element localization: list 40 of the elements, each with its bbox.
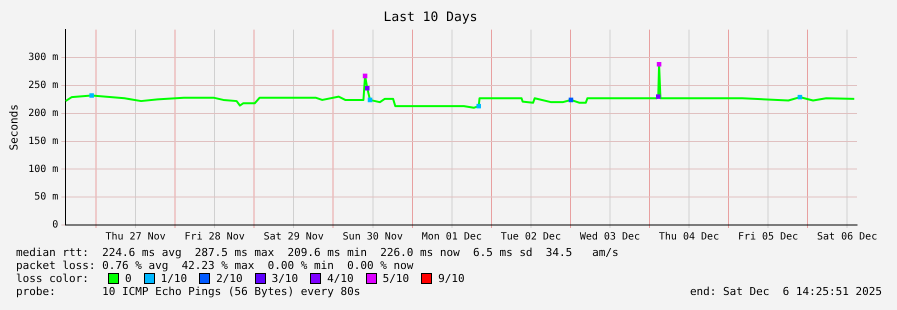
point xyxy=(568,98,574,102)
point xyxy=(365,86,370,90)
x-tick-label: Sat 29 Nov xyxy=(264,232,324,243)
x-tick-label: Thu 04 Dec xyxy=(658,232,720,243)
legend-title: loss color: xyxy=(16,272,90,285)
legend-label: 4/10 xyxy=(327,272,354,285)
y-tick-label: 100 m xyxy=(28,164,58,175)
x-tick-label: Tue 02 Dec xyxy=(500,232,561,243)
point xyxy=(368,98,372,102)
legend-label: 9/10 xyxy=(438,272,465,285)
x-tick-label: Fri 28 Nov xyxy=(184,232,245,243)
text: packet loss: 0.76 % avg 42.23 % max 0.00 % min 0.00 % now xyxy=(16,259,414,272)
legend-label: 2/10 xyxy=(216,272,243,285)
point xyxy=(476,104,481,108)
point xyxy=(362,74,368,78)
point xyxy=(89,93,94,98)
text: median rtt: 224.6 ms avg 287.5 ms max 209.6 ms min 226.0 ms now 6.5 ms sd 34.5 am/s xyxy=(16,246,620,259)
y-tick-label: 50 m xyxy=(34,192,58,203)
x-tick-label: Sun 30 Nov xyxy=(342,232,403,243)
x-tick-label: Wed 03 Dec xyxy=(580,232,640,243)
legend-label: 3/10 xyxy=(272,272,298,285)
x-tick-label: Sat 06 Dec xyxy=(817,232,878,243)
chart-title: Last 10 Days xyxy=(384,10,478,26)
legend-label: 0 xyxy=(125,272,132,285)
point xyxy=(656,62,662,66)
legend-label: 1/10 xyxy=(160,272,188,285)
point xyxy=(656,94,661,99)
x-tick-label: Thu 27 Nov xyxy=(105,232,166,243)
y-tick-label: 0 xyxy=(52,220,58,231)
y-tick-label: 150 m xyxy=(28,136,58,147)
y-axis-title: Seconds xyxy=(7,104,20,150)
x-tick-label: Fri 05 Dec xyxy=(738,232,798,243)
legend-label: 5/10 xyxy=(382,272,410,285)
point xyxy=(798,94,802,100)
text: end: Sat Dec 6 14:25:51 2025 xyxy=(690,285,882,298)
y-tick-label: 250 m xyxy=(28,80,58,92)
x-tick-label: Mon 01 Dec xyxy=(422,232,482,243)
y-tick-label: 300 m xyxy=(28,52,58,64)
y-tick-label: 200 m xyxy=(28,108,58,119)
text: probe: 10 ICMP Echo Pings (56 Bytes) every 80s xyxy=(16,285,360,298)
